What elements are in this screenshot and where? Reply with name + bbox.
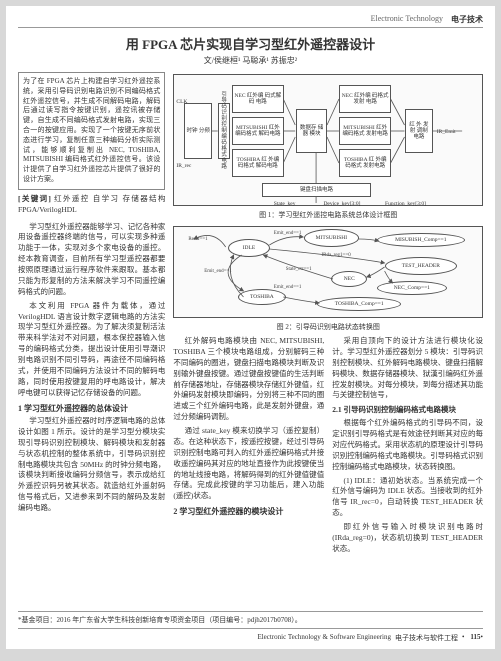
fig2-state: NEC_Comp==1 — [377, 281, 447, 295]
page: Electronic Technology 电子技术 用 FPGA 芯片实现自学… — [6, 6, 495, 649]
fig2-state: TEST_HEADER — [385, 257, 457, 275]
header-en: Electronic Technology — [371, 14, 443, 25]
fig1-block: 引导码 识别控 制编码 格式电 路 — [218, 103, 230, 159]
keywords-label: [关键词] — [18, 194, 51, 203]
figure-1-caption: 图 1：学习型红外遥控电路系统总体设计框图 — [173, 210, 483, 220]
fig1-block: 数据存 储器 模块 — [296, 109, 328, 153]
footer-cn: 电子技术与软件工程 — [395, 633, 458, 643]
fig1-signal-label: CLK — [176, 99, 187, 105]
keywords: [关键词] 红外遥控 自学习 存储器结构 FPGA/VerilogHDL — [18, 194, 165, 216]
fig2-edge-label: State_ctr==1 — [286, 267, 312, 272]
header-cn: 电子技术 — [451, 14, 483, 25]
fig2-edge-label: Reset==1 — [188, 237, 207, 242]
fig2-edge-label: Emit_end==1 — [274, 285, 302, 290]
fig2-edge-label: Emit_end==1 — [274, 231, 302, 236]
fig1-signal-label: State_key — [274, 201, 296, 207]
fig1-block: NEC 红外编 码式解码 电路 — [232, 85, 284, 113]
fig1-block: 键盘扫描电路 — [262, 183, 371, 197]
fig1-signal-label: Function_key[3:0] — [385, 201, 426, 207]
col3-p3: (1) IDLE：通初始状态。当系统完成一个红外信号编码为 IDLE 状态。当接… — [332, 476, 483, 520]
content-columns: 为了在 FPGA 芯片上构建自学习红外遥控系统，采用引导码识别电路识别不同编码格… — [18, 72, 483, 558]
fig1-signal-label: IR_Emit — [437, 129, 456, 135]
column-1: 为了在 FPGA 芯片上构建自学习红外遥控系统，采用引导码识别电路识别不同编码格… — [18, 72, 165, 558]
fig2-state: TOSHIBA — [238, 289, 286, 305]
fig1-block: 时钟 分频 — [184, 103, 212, 159]
page-number: 115 — [470, 633, 480, 643]
col3-p1: 采用自顶向下的设计方法进行模块化设计。学习型红外遥控器划分 5 模块：引导码识别… — [332, 336, 483, 401]
col1-p3: 学习型红外遥控器时时序逻辑电路的总体设计如图 1 所示。设计的是学习型分模块实现… — [18, 416, 165, 514]
column-3: 采用自顶向下的设计方法进行模块化设计。学习型红外遥控器划分 5 模块：引导码识别… — [332, 336, 483, 558]
fig2-state: IDLE — [228, 239, 270, 257]
col2-p1: 红外解码电路模块由 NEC, MITSUBISHI, TOSHIBA 三个模块电… — [173, 336, 324, 423]
figure-2-diagram: IDLE MITSUBISHI MISUBISH_Comp==1 TEST_HEADE… — [173, 226, 483, 318]
authors: 文/侯继桓¹ 马聪承¹ 苏振忠² — [18, 55, 483, 66]
fig1-block: 红 外 发射 调制 电路 — [405, 109, 433, 153]
fig2-state: TOSHIBA_Comp==1 — [317, 297, 400, 311]
col2-p2: 通过 state_key 模来切换学习（遥控复制）态。在这种状态下，按遥控按键，… — [173, 426, 324, 502]
fig1-block: MITSUBISHI 红外编码格式 发射电路 — [339, 117, 391, 145]
right-columns: 时钟 分频 NEC 红外编 码式解码 电路 MITSUBISHI 红外编码格式 解码… — [173, 72, 483, 558]
col3-p4: 即红外信号输入时模块识别电路时 (IRda_reg=0)，状态机切换到 TEST… — [332, 522, 483, 555]
section-2-1-title: 2.1 引导码识别控制编码格式电路模块 — [332, 405, 483, 416]
paper-title: 用 FPGA 芯片实现自学习型红外遥控器设计 — [18, 34, 483, 53]
fig2-state: MITSUBISHI — [304, 229, 360, 247]
figure-2-caption: 图 2：引导码识别电路状态转换图 — [173, 322, 483, 332]
col1-p1: 学习型红外遥控器能够学习、记忆各种家用设备遥控器终端的信号，可以实现多种遥功能于… — [18, 222, 165, 298]
section-1-title: 1 学习型红外遥控器的总体设计 — [18, 403, 165, 415]
fig1-signal-label: Device_key[3:0] — [323, 201, 360, 207]
abstract-box: 为了在 FPGA 芯片上构建自学习红外遥控系统，采用引导码识别电路识别不同编码格… — [18, 72, 165, 190]
fig1-signal-label: IR_rec — [176, 163, 191, 169]
running-header: Electronic Technology 电子技术 — [18, 14, 483, 28]
fig1-block: MITSUBISHI 红外编码格式 解码电路 — [232, 117, 284, 145]
figure-1-diagram: 时钟 分频 NEC 红外编 码式解码 电路 MITSUBISHI 红外编码格式 解码… — [173, 74, 483, 206]
col1-p2: 本文利用 FPGA 器件为载体，通过 VerilogHDL 语言设计数字逻辑电路… — [18, 301, 165, 399]
fig1-block: TOSHIBA 红 外编码格式 发射电路 — [339, 149, 391, 177]
fig2-edge-label: Emit_end==1 — [204, 269, 232, 274]
fig2-state: MISUBISH_Comp==1 — [377, 233, 464, 247]
page-footer: Electronic Technology & Software Enginee… — [18, 633, 483, 643]
fig2-state: NEC — [331, 271, 367, 287]
column-2: 红外解码电路模块由 NEC, MITSUBISHI, TOSHIBA 三个模块电… — [173, 336, 324, 558]
lower-columns: 红外解码电路模块由 NEC, MITSUBISHI, TOSHIBA 三个模块电… — [173, 336, 483, 558]
col3-p2: 根据每个红外编码格式的引导码不同，设定识别引导码格式是有效途径判断其对应的每对应… — [332, 418, 483, 472]
footnote: *基金项目：2016 年广东省大学生科技创新培育专项资金项目（项目编号：pdjh… — [18, 611, 483, 629]
footer-en: Electronic Technology & Software Enginee… — [257, 633, 391, 643]
fig1-block: NEC 红外编 码格式发射 电路 — [339, 85, 391, 113]
fig1-block: TOSHIBA 红 外编码格式 解码电路 — [232, 149, 284, 177]
footnote-text: *基金项目：2016 年广东省大学生科技创新培育专项资金项目（项目编号：pdjh… — [18, 616, 302, 624]
fig2-edge-label: IRda_reg1==0 — [321, 253, 350, 258]
section-2-title: 2 学习型红外遥控器的模块设计 — [173, 506, 324, 518]
